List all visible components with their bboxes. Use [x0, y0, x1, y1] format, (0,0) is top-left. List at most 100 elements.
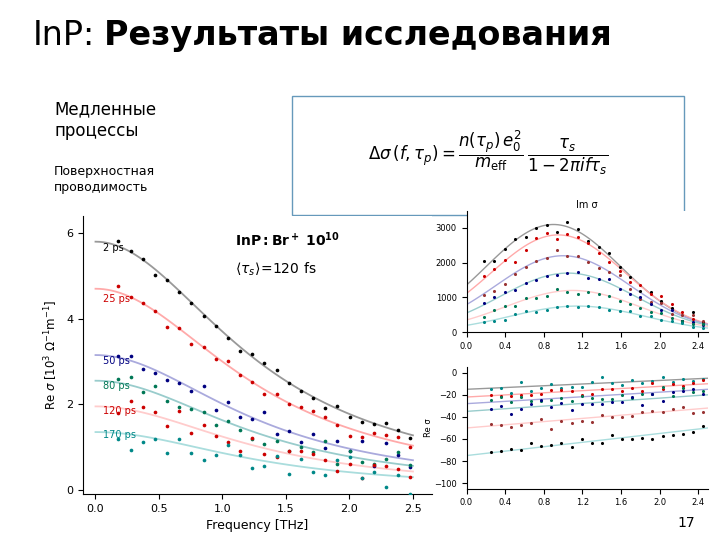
Point [667, 388, 678, 396]
Point [520, 263, 531, 272]
Point [645, 300, 657, 308]
Point [271, 436, 282, 445]
Point [616, 387, 628, 396]
Point [576, 382, 588, 391]
Point [485, 385, 497, 394]
Point [645, 287, 657, 296]
Point [485, 396, 497, 404]
Point [531, 224, 542, 232]
Point [606, 395, 618, 404]
Point [593, 264, 604, 272]
Point [655, 299, 667, 307]
Point [566, 383, 577, 391]
Point [636, 379, 648, 387]
Point [536, 397, 547, 406]
Point [546, 425, 557, 434]
Point [186, 429, 197, 437]
Point [645, 307, 657, 316]
Point [687, 385, 698, 394]
Point [655, 305, 667, 314]
Point [283, 470, 294, 479]
Point [606, 384, 618, 393]
Point [626, 376, 638, 384]
Point [634, 312, 646, 321]
Point [210, 406, 222, 415]
X-axis label: Frequency [THz]: Frequency [THz] [206, 519, 309, 532]
Point [246, 434, 258, 443]
Point [697, 317, 708, 326]
Point [586, 438, 598, 447]
Point [687, 409, 698, 417]
Point [307, 407, 319, 416]
Point [647, 376, 658, 385]
Point [332, 467, 343, 475]
Point [677, 430, 688, 438]
Point [489, 287, 500, 296]
Point [271, 429, 282, 438]
Point [526, 439, 537, 448]
Point [499, 255, 510, 264]
Point [647, 390, 658, 399]
Point [593, 274, 604, 283]
Point [606, 378, 618, 387]
Y-axis label: Re $\sigma$ [$10^3$ $\Omega^{-1}$m$^{-1}$]: Re $\sigma$ [$10^3$ $\Omega^{-1}$m$^{-1}… [43, 300, 60, 410]
Point [697, 321, 708, 329]
Point [606, 413, 618, 422]
Point [149, 434, 161, 443]
Text: 170 ps: 170 ps [103, 430, 136, 440]
Point [499, 315, 510, 324]
Point [510, 258, 521, 266]
Point [582, 257, 594, 266]
Point [495, 383, 507, 392]
Point [655, 309, 667, 318]
Point [603, 258, 615, 266]
Point [562, 230, 573, 238]
Text: $\langle\tau_s\rangle\!=\!120\ \mathrm{fs}$: $\langle\tau_s\rangle\!=\!120\ \mathrm{f… [235, 261, 317, 278]
Point [505, 389, 517, 397]
Point [613, 271, 625, 279]
Point [258, 450, 270, 458]
Point [392, 447, 404, 456]
Point [516, 391, 527, 400]
Point [697, 330, 708, 339]
Point [536, 414, 547, 423]
Point [624, 290, 636, 299]
Point [697, 389, 708, 398]
Point [392, 465, 404, 474]
Point [546, 441, 557, 450]
Point [572, 267, 583, 276]
Point [516, 378, 527, 387]
Point [332, 460, 343, 468]
Point [222, 357, 233, 366]
Point [676, 316, 688, 325]
Point [478, 257, 490, 266]
Point [647, 407, 658, 416]
Point [634, 287, 646, 296]
Point [636, 408, 648, 417]
Title: Im σ: Im σ [576, 200, 598, 210]
Point [666, 310, 678, 319]
Point [405, 461, 416, 469]
Point [566, 418, 577, 427]
Point [198, 421, 210, 430]
Point [405, 472, 416, 481]
Point [613, 267, 625, 275]
Point [677, 403, 688, 411]
Point [603, 267, 615, 276]
Point [356, 474, 367, 482]
Point [186, 387, 197, 395]
Point [112, 352, 124, 361]
Point [593, 303, 604, 312]
Point [634, 303, 646, 312]
Point [562, 269, 573, 278]
Point [356, 418, 367, 427]
Text: 17: 17 [678, 516, 695, 530]
Point [283, 427, 294, 436]
Point [478, 271, 490, 280]
Point [556, 438, 567, 447]
Point [174, 435, 185, 443]
Point [536, 442, 547, 450]
Point [582, 273, 594, 282]
Point [283, 447, 294, 455]
Point [198, 312, 210, 320]
